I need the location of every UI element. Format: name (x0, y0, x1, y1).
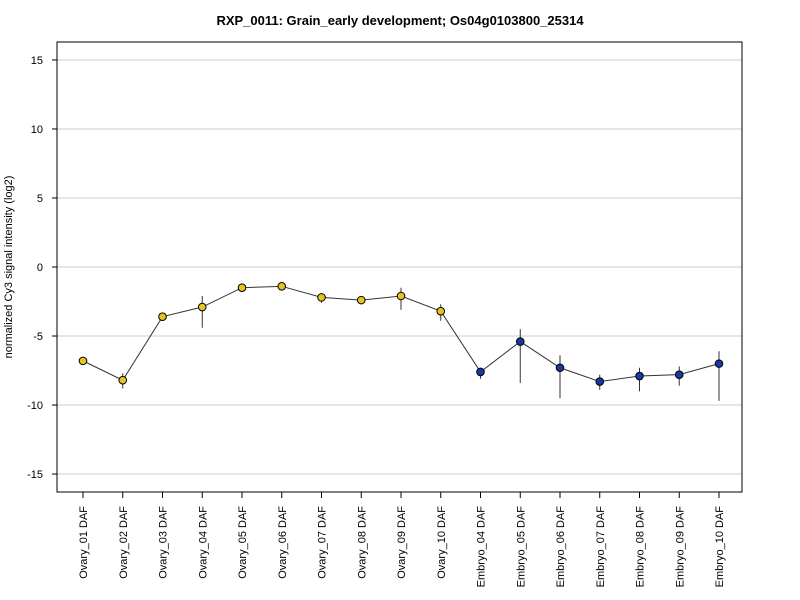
x-tick-label: Ovary_06 DAF (277, 506, 289, 579)
grid-layer (57, 59, 742, 475)
y-tick-label: 10 (31, 124, 43, 136)
data-point (237, 283, 247, 293)
y-tick-label: -15 (27, 469, 43, 481)
data-point (674, 370, 684, 379)
y-tick-label: -5 (33, 331, 43, 343)
y-tick-label: 15 (31, 55, 43, 67)
data-point (197, 302, 207, 312)
data-point (317, 293, 326, 302)
x-tick-label: Embryo_05 DAF (515, 506, 527, 588)
x-tick-label: Embryo_04 DAF (476, 506, 488, 588)
y-tick-label: 0 (37, 262, 43, 274)
y-tick-label: -10 (27, 400, 43, 412)
data-point (396, 291, 406, 301)
x-tick-label: Embryo_09 DAF (674, 506, 686, 588)
data-point (595, 377, 605, 386)
data-point (78, 356, 88, 366)
data-point (436, 306, 446, 316)
x-axis: Ovary_01 DAF Ovary_02 DAF Ovary_03 DAF Ovar… (78, 492, 726, 587)
x-tick-label: Embryo_08 DAF (635, 506, 647, 588)
x-tick-label: Ovary_01 DAF (78, 506, 90, 579)
data-point (277, 282, 287, 291)
x-tick-label: Embryo_06 DAF (555, 506, 567, 588)
x-tick-label: Ovary_04 DAF (197, 506, 209, 579)
x-tick-label: Ovary_02 DAF (118, 506, 130, 579)
x-tick-label: Ovary_09 DAF (396, 506, 408, 579)
data-point (158, 312, 167, 321)
data-point (714, 359, 724, 368)
series-layer (78, 282, 724, 401)
y-tick-label: 5 (37, 193, 43, 205)
x-tick-label: Embryo_10 DAF (714, 506, 726, 588)
chart-title: RXP_0011: Grain_early development; Os04g… (216, 13, 584, 28)
data-point (356, 295, 366, 305)
x-tick-label: Embryo_07 DAF (595, 506, 607, 588)
y-axis-label: normalized Cy3 signal intensity (log2) (3, 176, 15, 359)
x-tick-label: Ovary_05 DAF (237, 506, 249, 579)
x-tick-label: Ovary_07 DAF (317, 506, 329, 579)
data-point (635, 371, 644, 381)
data-point (118, 375, 128, 385)
x-tick-label: Ovary_03 DAF (158, 506, 170, 579)
x-tick-label: Ovary_08 DAF (356, 506, 368, 579)
data-point (476, 367, 485, 377)
y-axis: -15 -10 -5 0 5 10 15 (27, 55, 57, 481)
data-point (555, 363, 565, 373)
data-point (515, 337, 525, 346)
x-tick-label: Ovary_10 DAF (436, 506, 448, 579)
